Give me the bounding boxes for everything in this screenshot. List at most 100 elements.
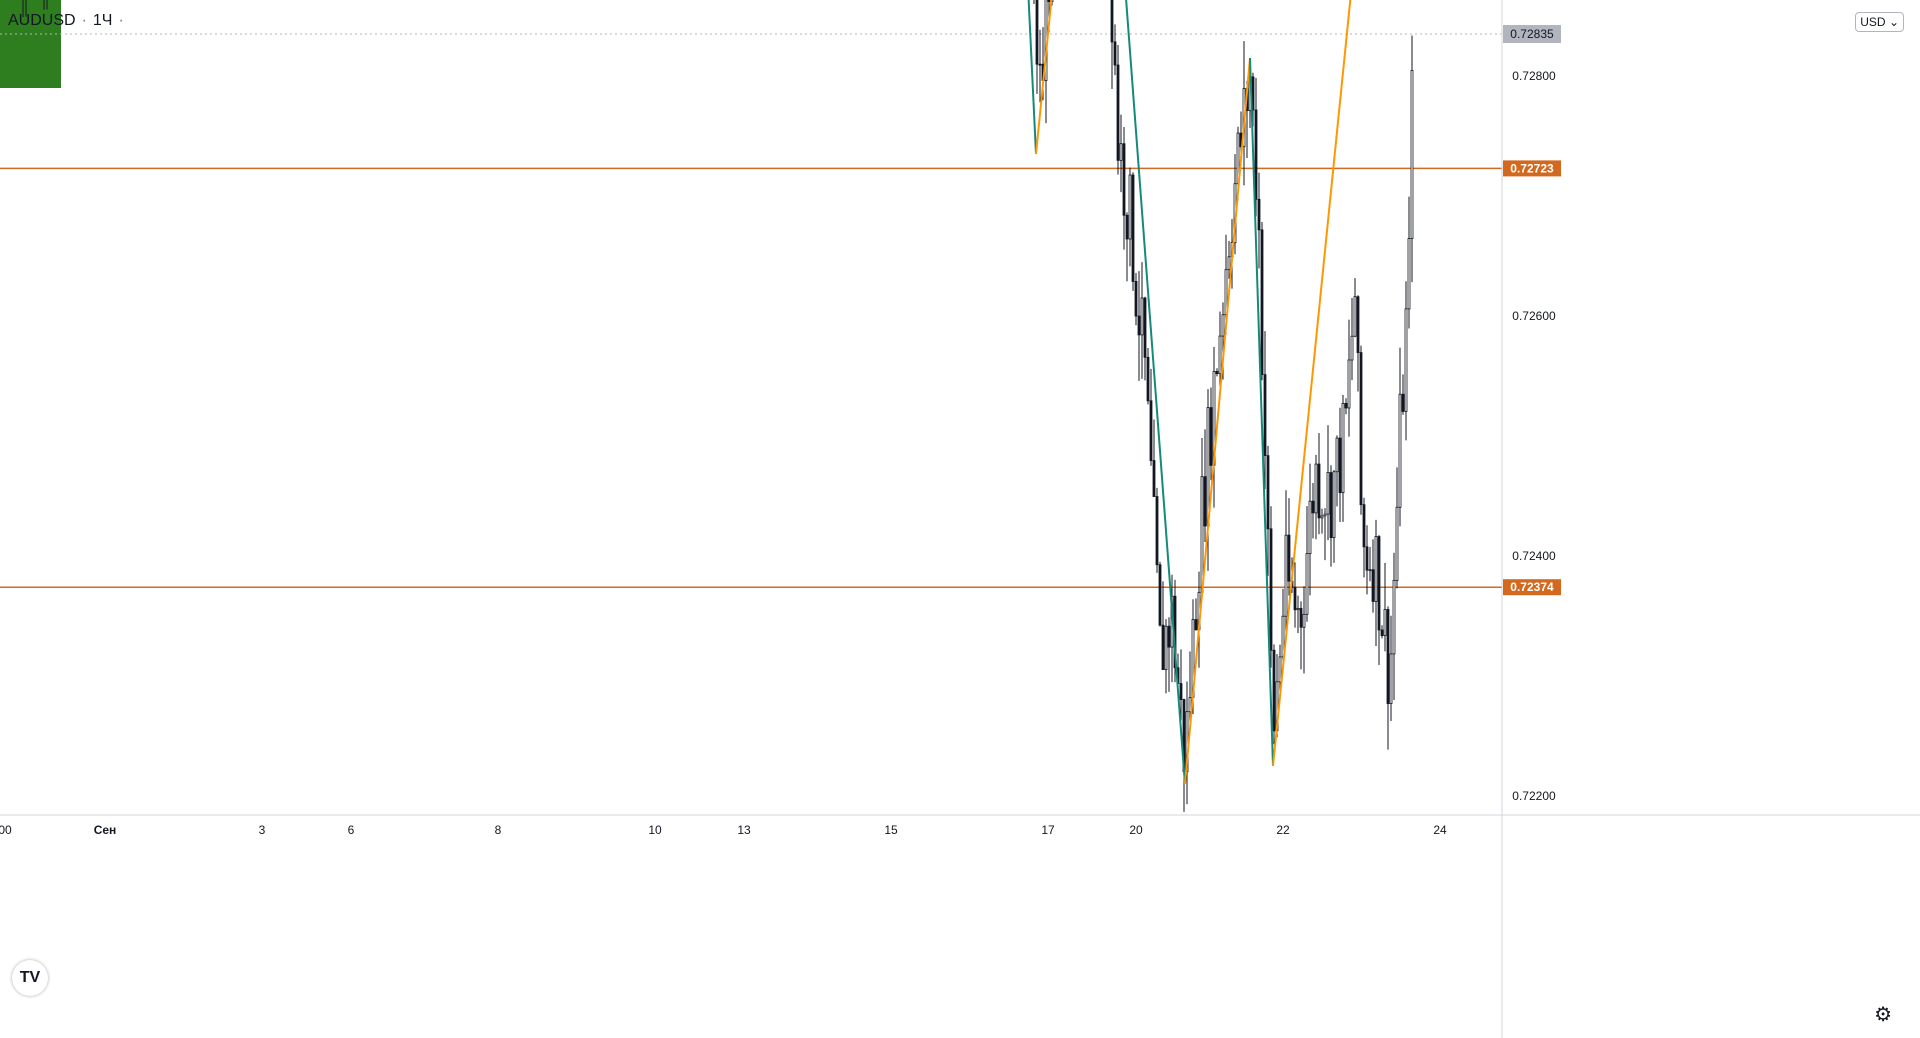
candle [1293, 562, 1297, 628]
candle [1179, 649, 1183, 721]
x-tick-label: 24 [1433, 823, 1447, 837]
candle [1323, 508, 1327, 561]
candle [1401, 374, 1405, 415]
candle [1218, 311, 1222, 387]
candle [1287, 498, 1291, 596]
x-tick-label: 17 [1041, 823, 1055, 837]
candle [1377, 535, 1381, 665]
candle [1329, 465, 1333, 567]
candle [1371, 539, 1375, 613]
candle [1317, 433, 1321, 535]
candle [1044, 0, 1048, 124]
candle [1320, 508, 1324, 534]
candle [1137, 271, 1141, 381]
candle [1215, 368, 1219, 377]
candle [1341, 394, 1345, 522]
symbol-name: AUDUSD [8, 12, 76, 29]
x-tick-label: 8 [495, 823, 502, 837]
zigzag-layer: ✕ [1027, 0, 1352, 785]
currency-selector[interactable]: USD ⌄ [1855, 12, 1904, 32]
candle [1383, 562, 1387, 652]
candle [1257, 172, 1261, 269]
y-tick-label: 0.72800 [1512, 69, 1556, 83]
candle [1161, 581, 1165, 670]
candle [1155, 487, 1159, 573]
symbol-legend: AUDUSD · 1Ч · [8, 12, 130, 30]
candle [1386, 606, 1390, 750]
candle [1143, 296, 1147, 381]
candle [1209, 387, 1213, 481]
level-tag: 0.72723 [1510, 161, 1554, 175]
candle [1167, 617, 1171, 692]
candle [1035, 0, 1039, 94]
candle [1395, 467, 1399, 589]
candle [1380, 625, 1384, 639]
zigzag-segment [1249, 57, 1274, 767]
zigzag-segment [1272, 0, 1352, 767]
currency-label: USD [1860, 15, 1886, 29]
candle [1344, 398, 1348, 415]
candle [1116, 44, 1120, 175]
chevron-down-icon: ⌄ [1888, 15, 1899, 29]
candle [1404, 281, 1408, 441]
level-tag-bg [1503, 160, 1561, 177]
candle [1332, 470, 1336, 563]
x-tick-label: 22 [1276, 823, 1290, 837]
candle [1326, 425, 1330, 541]
candle [1122, 127, 1126, 250]
candle [1146, 347, 1150, 405]
candle [1347, 319, 1351, 437]
x-tick-label: 15 [884, 823, 898, 837]
gear-icon[interactable]: ⚙ [1874, 1004, 1892, 1026]
candle [1134, 272, 1138, 326]
candle [1407, 196, 1411, 329]
levels-layer: 0.752560.750090.746400.741320.737460.733… [0, 25, 1561, 596]
y-tick-label: 0.72400 [1512, 549, 1556, 563]
x-tick-label: 10 [648, 823, 662, 837]
candle [1033, 0, 1035, 4]
candle [1110, 0, 1114, 89]
candle [1314, 454, 1318, 540]
candle [1389, 615, 1393, 722]
zigzag-segment [1184, 57, 1251, 785]
candle [1227, 240, 1231, 279]
candle [1038, 29, 1042, 103]
zones-layer [0, 0, 61, 88]
timeframe[interactable]: 1Ч [92, 12, 113, 29]
candle [1392, 552, 1396, 700]
current-price-tag: 0.72835 [1510, 27, 1554, 41]
x-tick-label: 20 [1129, 823, 1143, 837]
candle [1368, 547, 1372, 582]
candle [1398, 347, 1402, 527]
candle [1113, 24, 1117, 76]
candle [1200, 437, 1204, 597]
candle [1263, 331, 1267, 490]
y-tick-label: 0.72200 [1512, 789, 1556, 803]
zigzag-segment [1027, 0, 1037, 155]
candle [1152, 419, 1156, 497]
candle [1338, 407, 1342, 522]
candle [1350, 298, 1354, 381]
candle [1302, 586, 1306, 674]
candle [1335, 435, 1339, 507]
candle [1284, 490, 1288, 641]
candle [1410, 35, 1414, 283]
tradingview-logo-icon[interactable]: TV [12, 960, 48, 996]
demand-zone-0 [0, 0, 61, 88]
candle [1149, 368, 1153, 466]
level-tag: 0.72374 [1510, 580, 1554, 594]
candle [1356, 295, 1360, 392]
x-tick-label: 8:00 [0, 823, 12, 837]
candle [1353, 278, 1357, 338]
candle [1254, 77, 1258, 217]
candle [1266, 445, 1270, 576]
zigzag-segment [1125, 0, 1186, 785]
candle [1212, 347, 1216, 508]
candle [1359, 345, 1363, 515]
candles-layer [22, 0, 1414, 812]
candle [1308, 463, 1312, 596]
candle [25, 0, 27, 17]
candle [1311, 483, 1315, 539]
